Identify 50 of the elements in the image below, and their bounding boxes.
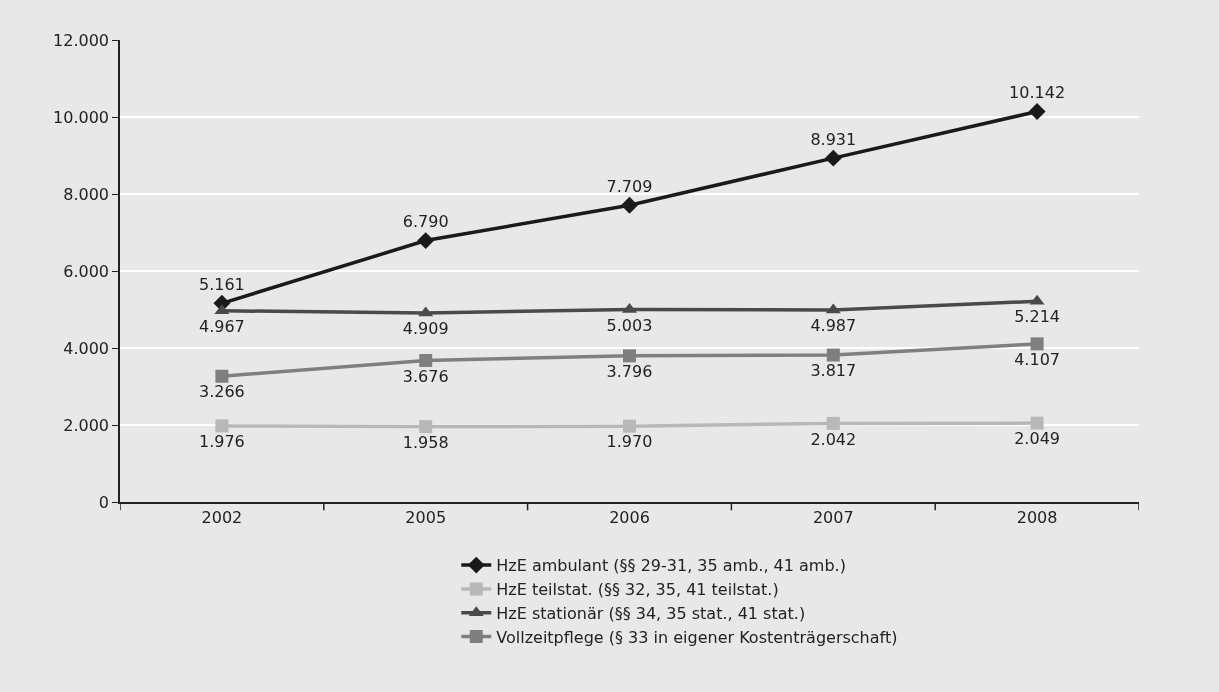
data-label: 4.967 xyxy=(198,316,245,336)
data-label: 2.049 xyxy=(1014,429,1061,449)
point xyxy=(1028,103,1046,120)
data-label: 6.790 xyxy=(402,212,449,232)
point xyxy=(824,149,842,167)
point xyxy=(419,420,433,434)
legend-label: Vollzeitpflege (§ 33 in eigener Kostenträgerschaft) xyxy=(496,627,898,647)
data-label: 1.970 xyxy=(606,432,653,452)
point xyxy=(417,232,435,250)
point xyxy=(623,349,636,363)
y-tick-label: 2.000 xyxy=(63,415,110,435)
y-tick-label: 4.000 xyxy=(63,338,110,358)
point xyxy=(1030,337,1044,351)
y-tick-label: 8.000 xyxy=(63,184,110,204)
data-label: 1.976 xyxy=(198,432,245,452)
point xyxy=(621,196,638,214)
point xyxy=(623,419,636,433)
data-label: 4.107 xyxy=(1014,350,1061,370)
point xyxy=(826,348,840,362)
point xyxy=(215,369,229,383)
data-label: 4.987 xyxy=(810,316,857,336)
data-label: 3.796 xyxy=(606,361,653,381)
x-tick-label: 2007 xyxy=(812,507,854,527)
data-label: 3.676 xyxy=(402,366,449,386)
data-label: 10.142 xyxy=(1009,83,1066,103)
legend-label: HzE ambulant (§§ 29-31, 35 amb., 41 amb.) xyxy=(496,556,846,576)
y-tick-label: 6.000 xyxy=(63,261,110,281)
y-tick-label: 10.000 xyxy=(53,107,110,127)
legend-label: HzE stationär (§§ 34, 35 stat., 41 stat.) xyxy=(496,603,806,623)
y-tick-label: 0 xyxy=(98,492,110,512)
x-tick-label: 2008 xyxy=(1016,507,1058,527)
data-label: 7.709 xyxy=(606,177,653,197)
y-tick-label: 12.000 xyxy=(53,30,110,50)
point xyxy=(1030,416,1044,430)
point xyxy=(215,419,229,433)
legend-label: HzE teilstat. (§§ 32, 35, 41 teilstat.) xyxy=(496,580,779,600)
data-label: 1.958 xyxy=(402,432,449,452)
point xyxy=(826,416,840,430)
data-label: 3.266 xyxy=(198,382,245,402)
x-tick-label: 2002 xyxy=(201,507,243,527)
data-label: 5.161 xyxy=(198,275,245,295)
x-tick-label: 2005 xyxy=(405,507,447,527)
data-label: 2.042 xyxy=(810,429,857,449)
point xyxy=(419,353,433,367)
data-label: 5.214 xyxy=(1014,307,1061,327)
data-label: 8.931 xyxy=(810,130,857,150)
data-label: 5.003 xyxy=(606,315,653,335)
data-label: 3.817 xyxy=(810,361,857,381)
x-tick-label: 2006 xyxy=(609,507,650,527)
data-label: 4.909 xyxy=(402,319,449,339)
